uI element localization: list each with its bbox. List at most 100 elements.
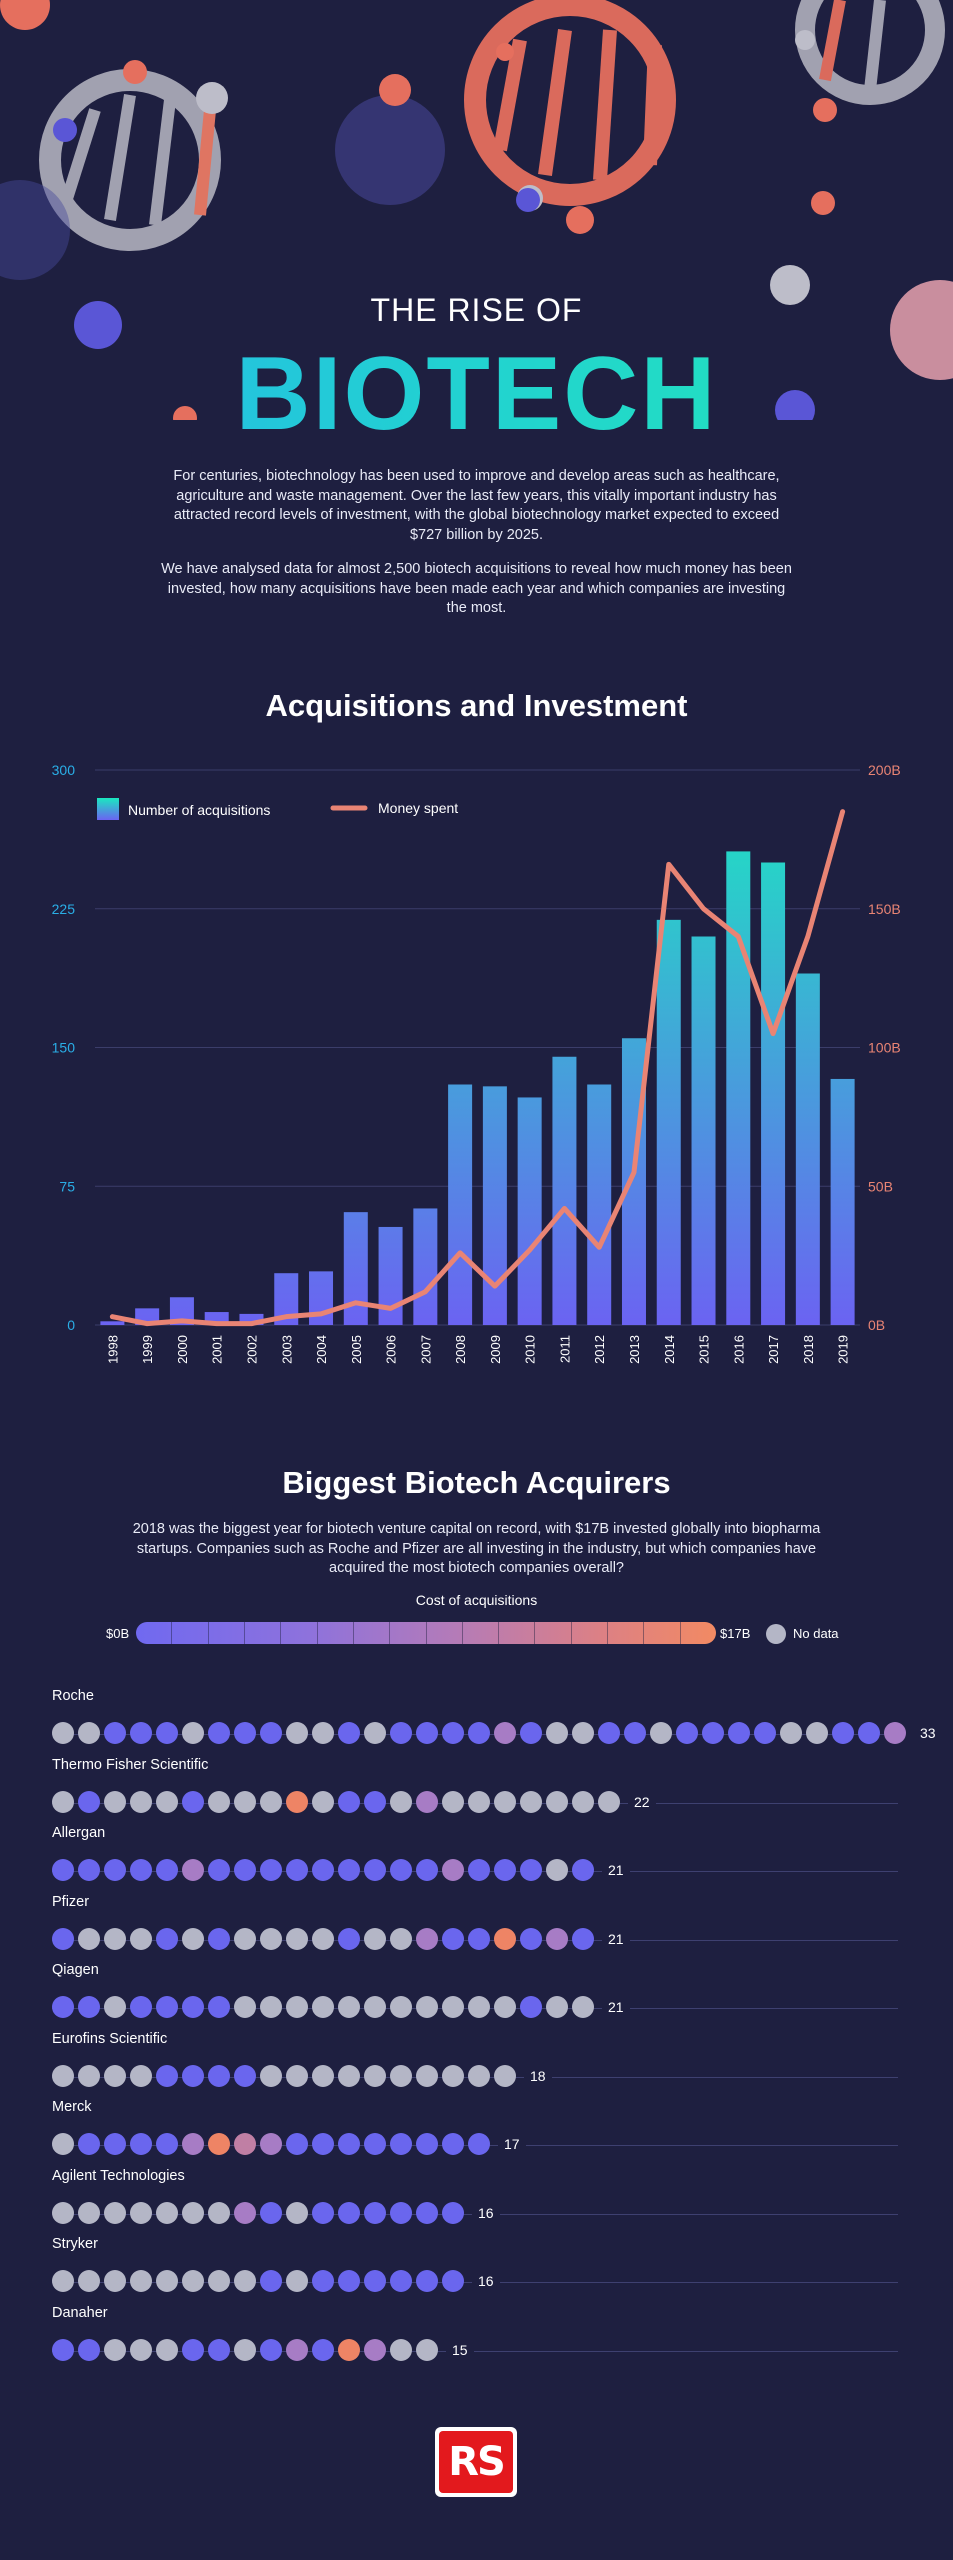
acquisition-dot [234, 1790, 256, 1813]
acquisition-dot [442, 2270, 464, 2292]
cost-scale-segment [608, 1622, 645, 1644]
acquirer-count: 22 [628, 1793, 656, 1810]
acquisition-dot [494, 1859, 516, 1881]
section-title-acquirers: Biggest Biotech Acquirers [282, 1465, 671, 1500]
acquisition-dot [468, 1859, 490, 1881]
acquisition-dot [338, 2133, 360, 2155]
cost-scale-title: Cost of acquisitions [415, 1592, 538, 1608]
acquisition-dot [182, 2338, 204, 2361]
acquisition-dot [104, 1790, 126, 1813]
acquisition-dot [182, 1790, 204, 1813]
acquisition-dot [312, 1722, 334, 1744]
legend-bar-swatch [97, 798, 119, 820]
no-data-label: No data [793, 1626, 839, 1641]
acquisition-dot [182, 1927, 204, 1950]
acquisition-dot [130, 1927, 152, 1950]
cost-scale-segment [209, 1622, 245, 1644]
acquirer-count: 16 [472, 2273, 500, 2289]
chart-svg: 300 225 150 75 0 200B 150B 100B 50B 0B 1998 1999 200… [52, 762, 901, 1364]
acquisition-dot [208, 1927, 230, 1950]
acquisition-dot [572, 1927, 594, 1950]
acquisition-dot [364, 1859, 386, 1881]
cost-scale-segment [245, 1622, 282, 1644]
acquisition-dot [416, 1722, 438, 1744]
acquirer-name: Thermo Fisher Scientific [52, 1756, 209, 1773]
acquisition-dot [754, 1722, 776, 1744]
acquisition-dot [312, 1859, 334, 1881]
acquisition-dot [364, 1996, 386, 2018]
x-tick-label: 2003 [279, 1335, 294, 1364]
cost-scale-segment [318, 1622, 354, 1644]
x-tick-label: 2010 [523, 1335, 538, 1364]
acquisition-dot [442, 1859, 464, 1881]
acquisition-dot [338, 2338, 360, 2361]
acquisition-dot [78, 1996, 100, 2018]
acquisition-dot [234, 2270, 256, 2292]
acquisition-dot [52, 1996, 74, 2018]
y-right-tick-label: 200B [868, 762, 901, 778]
intro-paragraph-1: For centuries, biotechnology has been us… [173, 468, 780, 543]
acquirer-count: 18 [524, 2067, 552, 2084]
acquisition-dot [182, 2064, 204, 2087]
bar-2014 [656, 919, 681, 1325]
acquisition-dot [234, 2201, 256, 2224]
acquisition-dot [234, 1927, 256, 1950]
acquisition-dot [390, 2270, 412, 2292]
x-tick-label: 2016 [731, 1335, 746, 1364]
acquisition-dot [78, 2338, 100, 2361]
acquisition-dot [494, 1790, 516, 1813]
acquisition-dot [598, 1790, 620, 1813]
acquisition-dot [182, 2201, 204, 2224]
acquisition-dot [52, 1722, 74, 1744]
acquisition-dot [468, 1996, 490, 2018]
acquisition-dot [312, 1996, 334, 2018]
y-right-tick-label: 100B [868, 1040, 901, 1056]
acquirer-row: Pfizer 21 [52, 1894, 902, 1960]
acquirer-name: Eurofins Scientific [52, 2030, 168, 2047]
acquisition-dot [364, 1722, 386, 1744]
acquisition-dot [234, 2133, 256, 2155]
acquisition-dot [104, 2133, 126, 2155]
bar-2002 [239, 1313, 264, 1325]
bar-2011 [552, 1056, 577, 1325]
acquirer-row: Merck 17 [52, 2099, 902, 2165]
acquisition-dot [286, 2133, 308, 2155]
intro-paragraph-2: We have analysed data for almost 2,500 b… [161, 561, 792, 616]
acquisition-dot [520, 1996, 542, 2018]
acquisition-dot [546, 1859, 568, 1881]
acquisition-dot [390, 2201, 412, 2224]
y-left-tick-label: 150 [52, 1040, 76, 1056]
acquisition-dot [520, 1859, 542, 1881]
acquirer-dots [52, 2064, 516, 2087]
acquisition-dot [312, 2270, 334, 2292]
acquisition-dot [286, 1790, 308, 1813]
acquisition-dot [572, 1722, 594, 1744]
acquisition-dot [78, 1790, 100, 1813]
acquisition-dot [338, 1722, 360, 1744]
bar-2015 [691, 936, 716, 1325]
acquisition-dot [104, 2338, 126, 2361]
acquisition-dot [416, 2133, 438, 2155]
acquisition-dot [338, 2270, 360, 2292]
acquirer-dots [52, 2338, 438, 2361]
acquisition-dot [78, 2133, 100, 2155]
x-tick-label: 2014 [662, 1335, 677, 1364]
acquisition-dot [130, 2270, 152, 2292]
acquisition-dot [130, 2133, 152, 2155]
acquisition-dot [390, 2064, 412, 2087]
acquirer-row: Agilent Technologies 16 [52, 2168, 902, 2234]
acquisition-dot [156, 2338, 178, 2361]
bar-2012 [587, 1084, 612, 1325]
cost-scale-min: $0B [106, 1626, 130, 1641]
acquisition-dot [572, 1859, 594, 1881]
acquirer-row: Qiagen 21 [52, 1962, 902, 2028]
y-left-tick-label: 0 [67, 1317, 75, 1333]
acquirer-count: 33 [914, 1725, 942, 1741]
acquisition-dot [364, 1927, 386, 1950]
acquisitions-chart: 300 225 150 75 0 200B 150B 100B 50B 0B 1998 1999 200… [0, 740, 953, 1380]
acquirer-name: Agilent Technologies [52, 2167, 185, 2184]
acquisition-dot [442, 2064, 464, 2087]
acquisition-dot [338, 1927, 360, 1950]
cost-scale: $0B $17B No data [0, 1622, 953, 1646]
acquisition-dot [650, 1722, 672, 1744]
